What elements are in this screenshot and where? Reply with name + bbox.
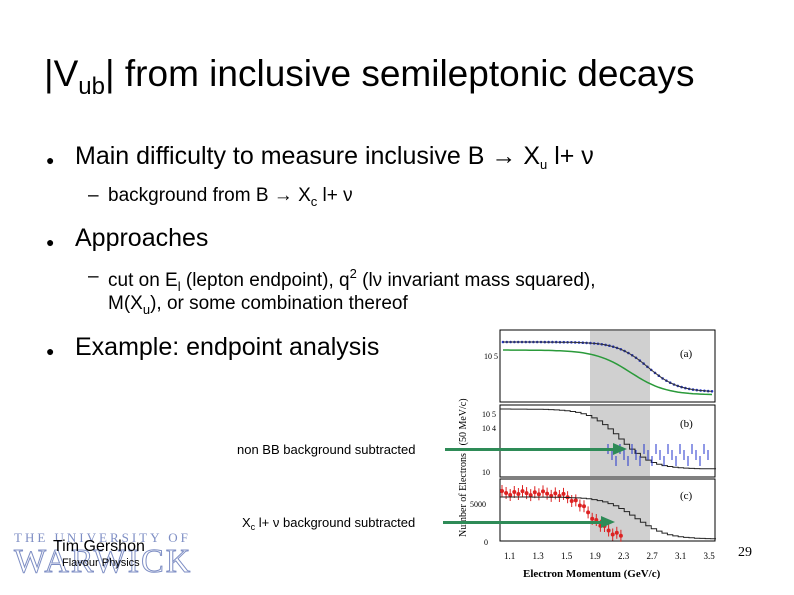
signal-region-b <box>590 406 650 476</box>
bullet-dot: ● <box>46 152 55 168</box>
warwick-logo-line1: THE UNIVERSITY OF <box>14 530 191 545</box>
bullet-endpoint: Example: endpoint analysis <box>75 333 380 361</box>
data-point <box>710 390 714 393</box>
bullet-dot: ● <box>46 343 55 359</box>
arrow-xc-shaft <box>443 521 603 524</box>
tick-b-10: 10 <box>482 468 490 477</box>
panel-label-a: (a) <box>680 348 693 360</box>
warwick-logo-line2: WARWICK <box>13 543 193 581</box>
bullet-approaches: Approaches <box>75 224 209 252</box>
x-tick-label: 1.3 <box>533 551 545 561</box>
bullet-main-difficulty: Main difficulty to measure inclusive B →… <box>75 142 594 172</box>
panel-a-background-curve <box>503 349 713 396</box>
y-axis-label: Number of Electrons / (50 MeV/c) <box>458 398 469 537</box>
sub-bullet-cut-line2: M(Xu), or some combination thereof <box>108 293 408 317</box>
footer-subtitle: Flavour Physics <box>62 557 140 569</box>
panel-b-frame <box>499 404 716 478</box>
bullet-dot: ● <box>46 234 55 250</box>
panel-a-fit-curve <box>503 341 713 392</box>
tick-b-1e5: 10 5 <box>482 410 496 419</box>
sub-bullet-cut-line1: cut on El (lepton endpoint), q2 (lν inva… <box>108 266 596 294</box>
x-tick-label: 3.5 <box>704 551 716 561</box>
panel-b-data-points <box>607 444 709 466</box>
x-tick-label: 1.9 <box>590 551 602 561</box>
panel-a-frame <box>499 329 716 403</box>
panel-c-histogram <box>500 496 716 540</box>
tick-a-1e5: 10 5 <box>484 352 498 361</box>
x-axis-label: Electron Momentum (GeV/c) <box>523 568 661 580</box>
x-tick-label: 1.5 <box>561 551 573 561</box>
sub-bullet-dash: – <box>88 185 99 206</box>
panel-label-b: (b) <box>680 418 693 430</box>
annotation-xc-background: Xc l+ ν background subtracted <box>242 515 416 532</box>
tick-c-0: 0 <box>484 538 488 547</box>
author-name: Tim Gershon <box>53 538 145 555</box>
x-tick-label: 1.1 <box>504 551 515 561</box>
endpoint-plot: 10 5 10 5 10 4 10 5000 0 (a) (b) (c) 1.1… <box>458 329 716 580</box>
x-tick-label: 2.7 <box>647 551 659 561</box>
panel-b-histogram <box>500 408 716 470</box>
sub-bullet-dash: – <box>88 266 99 287</box>
page-number: 29 <box>738 545 752 560</box>
arrow-xc-head <box>601 516 615 528</box>
panel-label-c: (c) <box>680 490 693 502</box>
tick-b-1e4: 10 4 <box>482 424 496 433</box>
x-tick-labels: 1.1 1.3 1.5 1.9 2.3 2.7 3.1 3.5 <box>504 551 715 561</box>
slide-title: |Vub| from inclusive semileptonic decays <box>44 53 695 100</box>
tick-c-5000: 5000 <box>470 500 486 509</box>
signal-region-c <box>590 480 650 540</box>
panel-c-frame <box>499 478 716 542</box>
annotation-non-bb: non BB background subtracted <box>237 442 416 457</box>
arrow-non-bb-head <box>613 443 627 455</box>
x-tick-label: 3.1 <box>675 551 686 561</box>
sub-bullet-background: background from B → Xc l+ ν <box>108 185 353 209</box>
panel-c-data-points <box>500 485 623 542</box>
arrow-non-bb-shaft <box>445 448 615 451</box>
x-tick-label: 2.3 <box>618 551 630 561</box>
